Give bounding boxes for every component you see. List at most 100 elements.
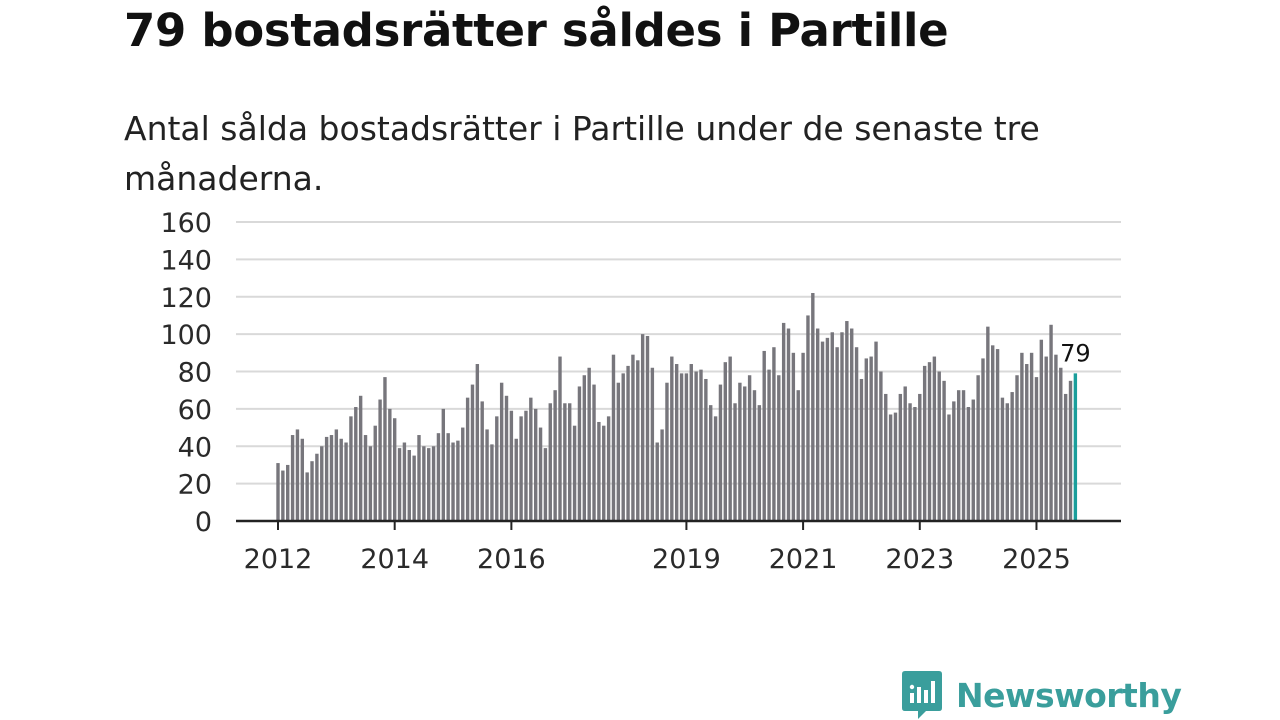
bar (558, 356, 562, 521)
bar (451, 442, 455, 521)
bar (402, 442, 407, 521)
bar (947, 414, 951, 521)
bar (281, 470, 285, 521)
bar (927, 362, 932, 521)
bar (952, 401, 956, 521)
bar (485, 429, 489, 521)
bar (640, 334, 645, 522)
bar (1039, 339, 1044, 521)
bar (781, 322, 786, 521)
bar (840, 332, 844, 521)
newsworthy-logo: Newsworthy (902, 671, 1182, 719)
bar (621, 373, 625, 521)
bar (879, 371, 883, 521)
bar (446, 433, 450, 521)
bar (869, 356, 873, 521)
bar (636, 360, 640, 521)
bar (694, 371, 698, 521)
bar (966, 407, 971, 521)
bar (407, 449, 411, 521)
bar (922, 365, 927, 521)
bar (388, 408, 392, 522)
y-tick-label: 60 (178, 395, 212, 426)
bar (349, 416, 353, 521)
y-tick-label: 80 (178, 358, 212, 389)
y-tick-label: 120 (160, 283, 212, 314)
x-tick-label: 2019 (652, 544, 721, 575)
bar (825, 337, 830, 521)
bar (961, 390, 966, 521)
y-tick-label: 40 (178, 432, 212, 463)
y-tick-label: 160 (160, 208, 212, 239)
bar (811, 293, 815, 521)
bar (645, 335, 650, 521)
bar (368, 446, 373, 521)
y-axis-labels: 0 20 40 60 80 100 120 140 160 (160, 208, 212, 538)
bar (1010, 392, 1014, 521)
bar (441, 408, 446, 522)
bar (991, 345, 995, 521)
bar (290, 435, 295, 521)
bar (422, 446, 426, 521)
bar (1029, 352, 1034, 521)
bar (874, 341, 878, 521)
bar (417, 435, 421, 521)
bar (315, 453, 319, 521)
bar (718, 384, 723, 521)
bar (295, 429, 300, 521)
chart-title: 79 bostadsrätter såldes i Partille (124, 4, 949, 57)
bar (815, 328, 820, 521)
bar (835, 347, 839, 521)
bar (1034, 377, 1039, 521)
bar (397, 448, 402, 521)
bar (538, 427, 543, 521)
bar (504, 395, 509, 521)
x-tick-label: 2014 (360, 544, 429, 575)
bar (548, 403, 552, 521)
bar (670, 356, 674, 521)
bar (777, 375, 781, 521)
bar (806, 315, 810, 521)
bar (786, 328, 791, 521)
bar (713, 416, 718, 521)
bar (1015, 375, 1019, 521)
bar (1063, 393, 1068, 521)
bar (820, 341, 825, 521)
bar (674, 364, 679, 521)
bar (854, 347, 859, 521)
bar (320, 446, 324, 521)
bar (577, 386, 582, 521)
bar (456, 440, 460, 521)
newsworthy-wordmark: Newsworthy (956, 675, 1182, 715)
bar (747, 375, 752, 521)
bar (563, 403, 567, 521)
x-tick-label: 2012 (244, 544, 313, 575)
y-tick-label: 20 (178, 470, 212, 501)
bar (412, 455, 416, 521)
bar (1020, 352, 1024, 521)
bar (524, 410, 528, 521)
bar (378, 399, 382, 521)
bar (519, 416, 523, 521)
bar (490, 444, 494, 521)
bar (339, 438, 343, 521)
x-tick-label: 2021 (769, 544, 838, 575)
bar (344, 442, 348, 521)
bar (495, 416, 499, 521)
bar (334, 429, 339, 521)
bar (976, 375, 980, 521)
bar (611, 354, 616, 521)
bar (699, 369, 703, 521)
bar (480, 401, 484, 521)
bar (767, 369, 771, 521)
bar (1000, 397, 1005, 521)
bar (470, 384, 475, 521)
bar (908, 403, 912, 521)
bar (461, 427, 465, 521)
bar (568, 403, 572, 521)
bar (427, 448, 431, 521)
bar (1025, 364, 1029, 521)
bar (572, 425, 577, 521)
bar (864, 358, 868, 521)
bar (888, 414, 893, 521)
